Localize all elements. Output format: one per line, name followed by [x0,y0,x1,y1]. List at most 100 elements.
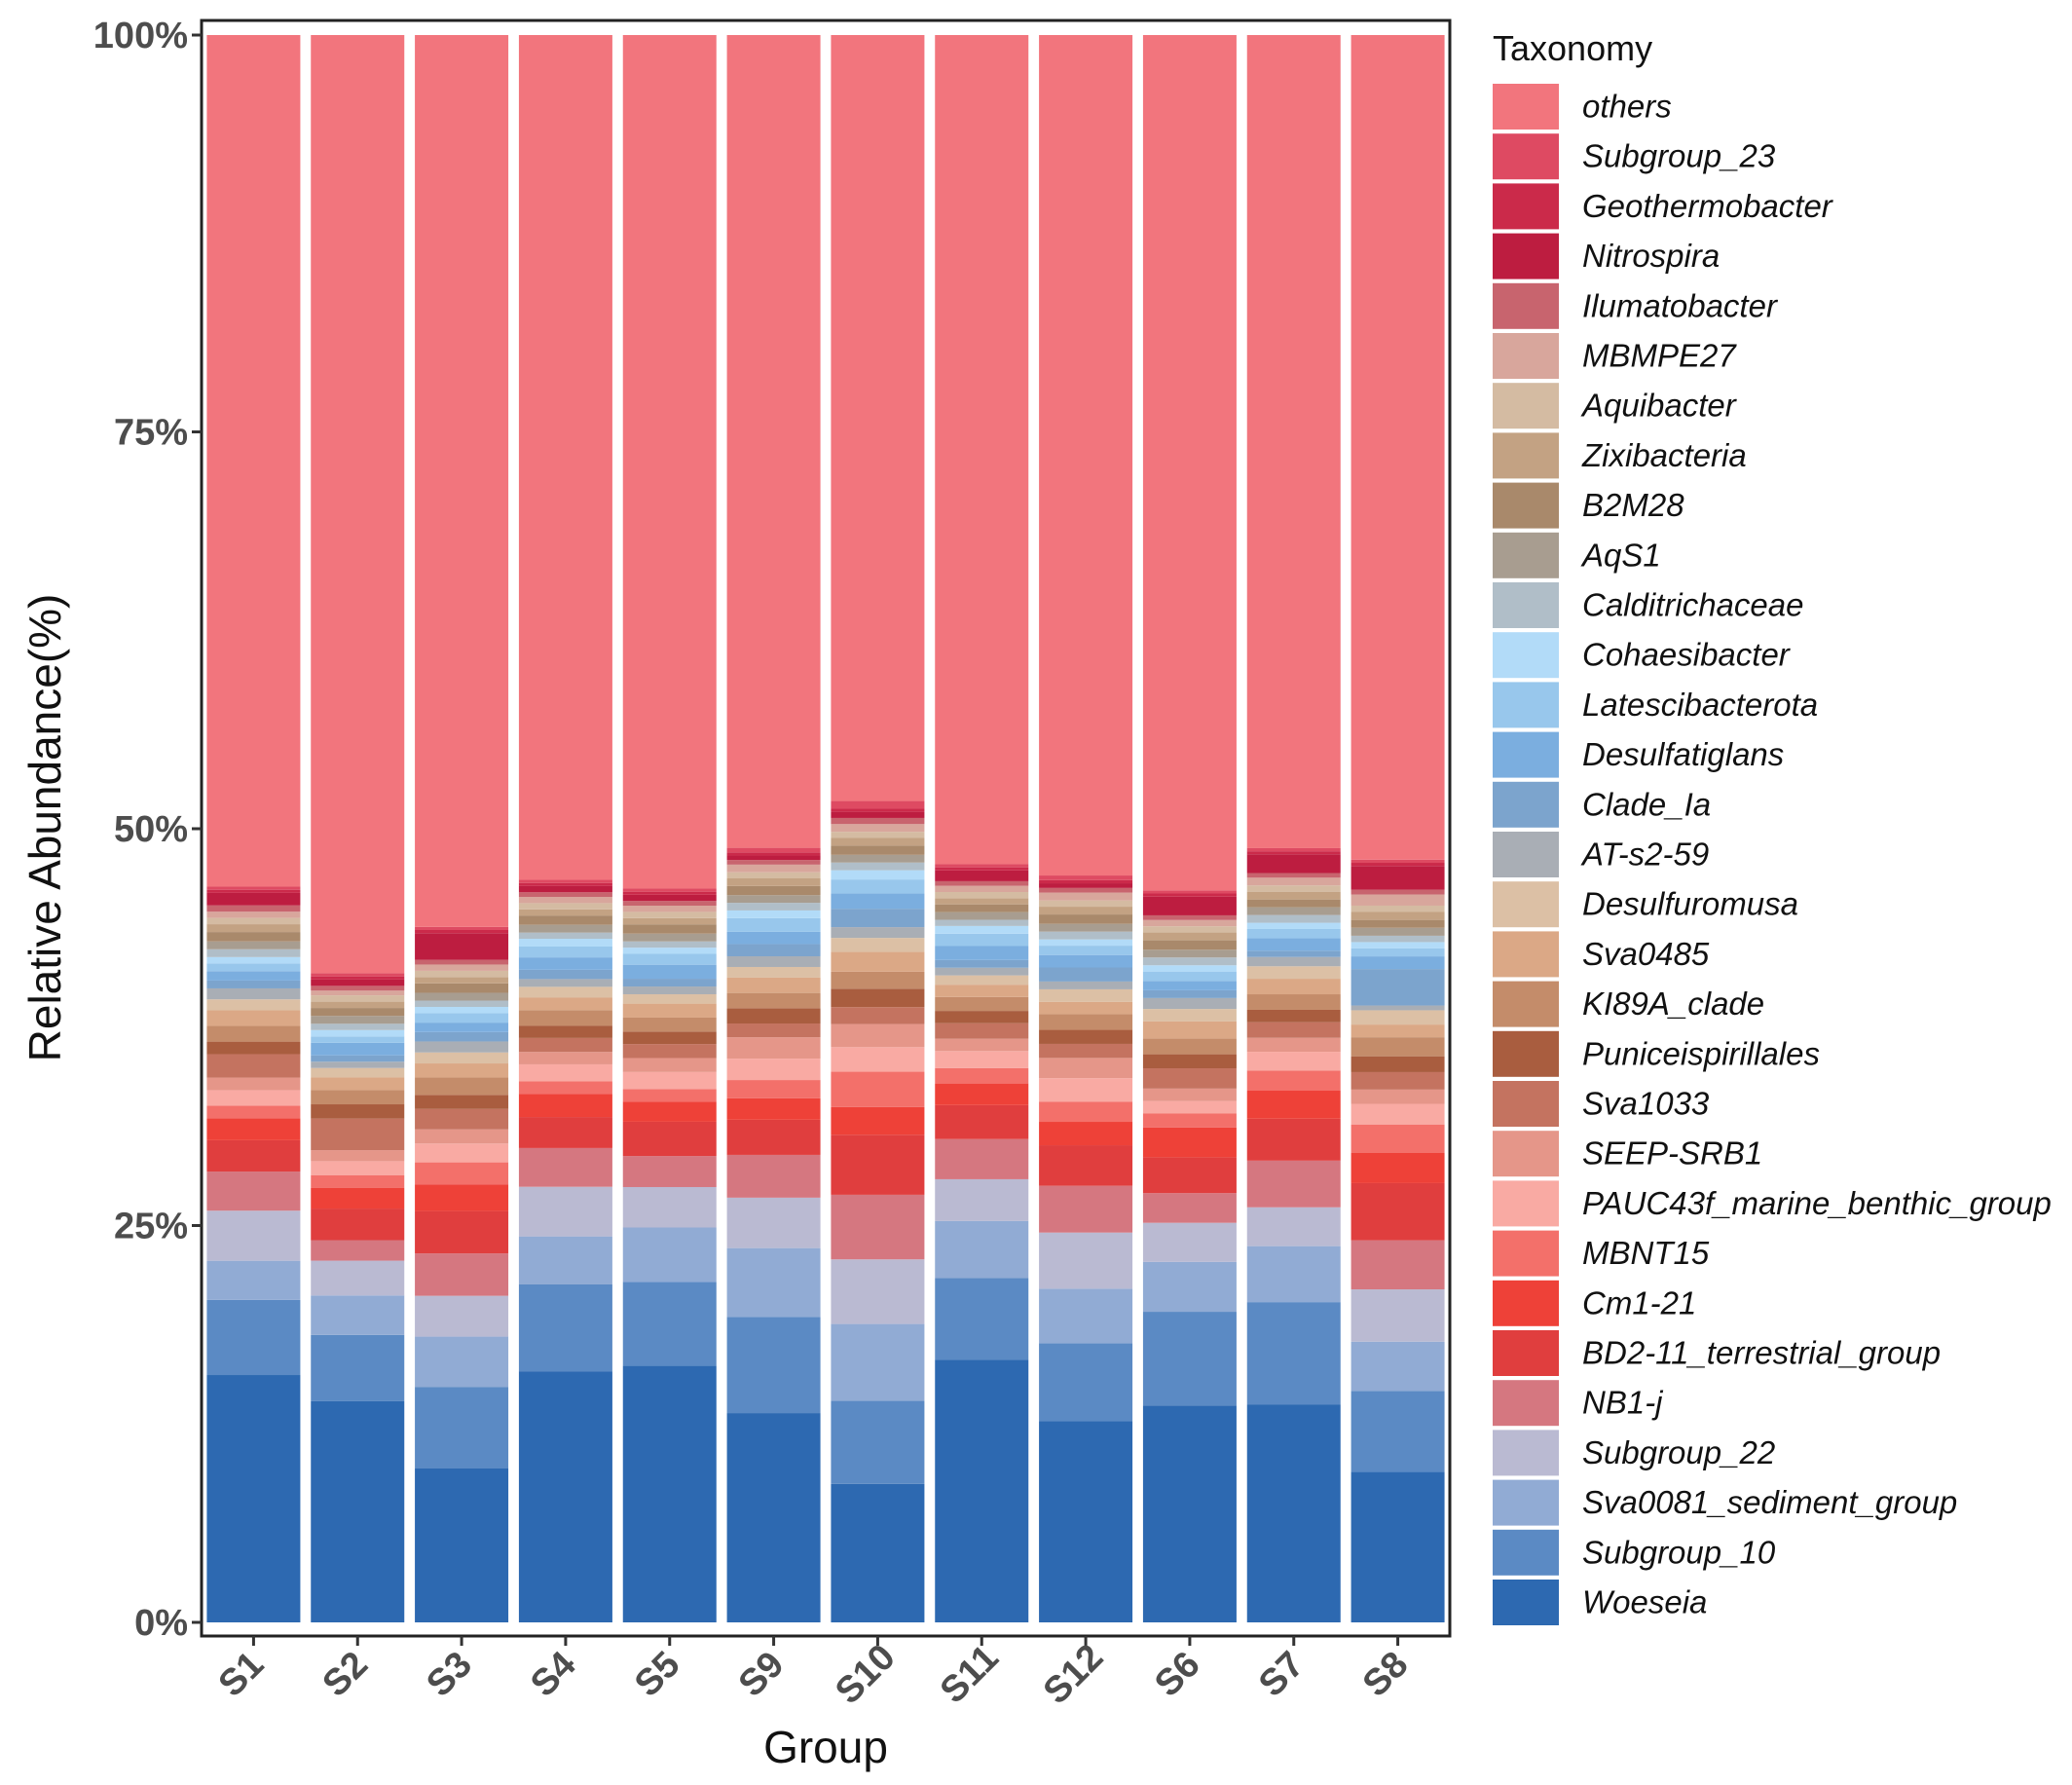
bar-segment-S10-geothermobacter [831,808,925,812]
bar-segment-S3-mbmpe27 [415,964,509,971]
bar-segment-S5-aquibacter [622,911,717,918]
bar-segment-S5-others [622,35,717,889]
bar-segment-S12-nitrospira [1039,883,1133,888]
legend-key-woeseia [1493,1580,1559,1625]
bar-segment-S8-zixibacteria [1350,911,1445,920]
bar-segment-S7-puniceispirillales [1246,1009,1341,1023]
bar-segment-S5-zixibacteria [622,917,717,925]
bar-segment-S8-puniceispirillales [1350,1056,1445,1072]
x-tick-label: S3 [419,1644,480,1705]
bar-segment-S10-sva0485 [831,951,925,972]
bar-segment-S9-subgroup-22 [726,1197,821,1248]
y-tick-label: 50% [114,809,188,850]
bar-segment-S1-cohaesibacter [206,956,301,964]
legend-label-clade-ia: Clade_Ia [1582,786,1711,822]
bar-segment-S7-desulfatiglans [1246,938,1341,951]
bar-segment-S6-nb1-j [1142,1193,1237,1223]
legend-label-others: others [1582,89,1672,125]
bar-segment-S9-geothermobacter [726,852,821,856]
bar-segment-S2-sva0081-sediment-group [311,1295,405,1335]
bar-segment-S7-mbnt15 [1246,1070,1341,1091]
bar-segment-S12-sva0081-sediment-group [1039,1288,1133,1344]
bar-segment-S6-nitrospira [1142,896,1237,915]
bar-segment-S3-seep-srb1 [415,1129,509,1144]
bar-segment-S11-seep-srb1 [935,1038,1029,1052]
legend-label-desulfuromusa: Desulfuromusa [1582,886,1798,922]
bar-segment-S2-ki89a-clade [311,1090,405,1105]
bar-segment-S2-subgroup-23 [311,973,405,977]
bars-layer [206,35,1445,1622]
bar-segment-S12-subgroup-22 [1039,1232,1133,1289]
bar-S1 [206,35,301,1622]
bar-segment-S12-aqs1 [1039,923,1133,932]
bar-segment-S6-aqs1 [1142,949,1237,958]
bar-segment-S1-geothermobacter [206,889,301,893]
bar-segment-S2-latescibacterota [311,1036,405,1043]
bar-segment-S4-sva0081-sediment-group [518,1236,612,1284]
legend-label-ki89a-clade: KI89A_clade [1582,985,1764,1022]
bar-segment-S9-aqs1 [726,895,821,904]
bar-segment-S3-sva1033 [415,1108,509,1130]
bar-segment-S2-cohaesibacter [311,1029,405,1037]
bar-segment-S1-subgroup-10 [206,1299,301,1376]
bar-segment-S10-subgroup-23 [831,800,925,809]
bar-segment-S8-bd2-11-terrestrial-group [1350,1182,1445,1241]
bar-segment-S5-sva0081-sediment-group [622,1227,717,1283]
bar-segment-S11-cohaesibacter [935,925,1029,934]
bar-segment-S3-mbnt15 [415,1162,509,1185]
bar-segment-S5-subgroup-22 [622,1186,717,1228]
legend-label-zixibacteria: Zixibacteria [1581,437,1747,473]
legend-key-seep-srb1 [1493,1131,1559,1177]
bar-segment-S5-pauc43f-marine-benthic-group [622,1071,717,1090]
bar-segment-S7-nb1-j [1246,1160,1341,1208]
bar-segment-S1-latescibacterota [206,963,301,972]
bar-segment-S5-ki89a-clade [622,1017,717,1032]
bar-segment-S8-cm1-21 [1350,1153,1445,1183]
bar-segment-S6-latescibacterota [1142,971,1237,982]
legend-key-aqs1 [1493,532,1559,578]
bar-segment-S11-cm1-21 [935,1083,1029,1105]
bar-segment-S3-geothermobacter [415,929,509,934]
bar-segment-S6-subgroup-23 [1142,890,1237,894]
bar-segment-S11-geothermobacter [935,867,1029,871]
x-tick-label: S12 [1036,1637,1112,1713]
bar-segment-S11-subgroup-22 [935,1178,1029,1221]
bar-segment-S1-sva1033 [206,1054,301,1078]
bar-segment-S1-calditrichaceae [206,948,301,957]
bar-segment-S11-ilumatobacter [935,880,1029,886]
bar-segment-S3-clade-ia [415,1031,509,1042]
x-axis-title: Group [763,1722,888,1772]
bar-segment-S3-pauc43f-marine-benthic-group [415,1143,509,1163]
x-tick-label: S8 [1355,1644,1417,1705]
bar-segment-S6-subgroup-22 [1142,1222,1237,1262]
bar-segment-S6-sva0081-sediment-group [1142,1261,1237,1313]
bar-segment-S6-bd2-11-terrestrial-group [1142,1157,1237,1194]
bar-segment-S4-clade-ia [518,969,612,980]
bar-segment-S10-nitrospira [831,811,925,818]
bar-segment-S1-desulfuromusa [206,999,301,1011]
bar-segment-S11-others [935,35,1029,865]
x-tick-label: S9 [731,1644,793,1705]
bar-segment-S6-cm1-21 [1142,1127,1237,1158]
bar-segment-S2-desulfatiglans [311,1042,405,1056]
bar-segment-S4-calditrichaceae [518,932,612,940]
bar-segment-S12-mbnt15 [1039,1101,1133,1123]
legend-label-subgroup-10: Subgroup_10 [1582,1534,1776,1570]
bar-segment-S11-subgroup-10 [935,1278,1029,1360]
bar-segment-S8-latescibacterota [1350,948,1445,957]
bar-segment-S10-latescibacterota [831,879,925,894]
legend: Taxonomy others Subgroup_23 Geothermobacte… [1493,28,2052,1625]
bar-segment-S9-calditrichaceae [726,903,821,911]
bar-segment-S7-clade-ia [1246,950,1341,957]
bar-segment-S1-clade-ia [206,980,301,988]
bar-segment-S4-cm1-21 [518,1094,612,1118]
legend-label-desulfatiglans: Desulfatiglans [1582,736,1784,772]
bar-segment-S6-woeseia [1142,1405,1237,1622]
bar-segment-S10-puniceispirillales [831,988,925,1008]
bar-segment-S10-mbnt15 [831,1071,925,1107]
bar-segment-S10-cm1-21 [831,1106,925,1135]
bar-segment-S4-ilumatobacter [518,892,612,898]
bar-segment-S2-subgroup-10 [311,1334,405,1401]
bar-segment-S12-desulfatiglans [1039,954,1133,968]
